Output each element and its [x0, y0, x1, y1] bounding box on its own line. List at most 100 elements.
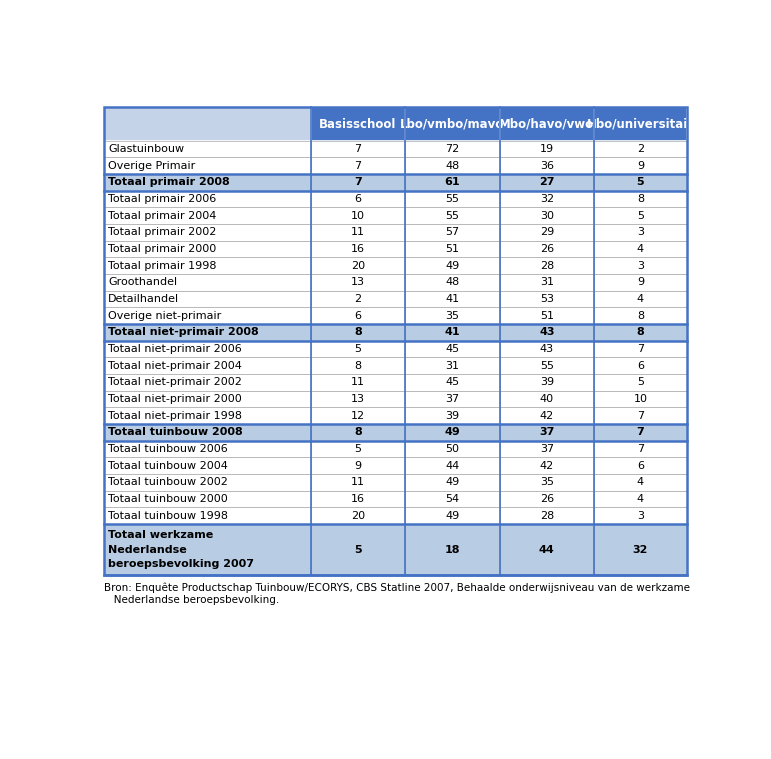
Text: 41: 41: [444, 327, 460, 337]
Bar: [500, 490, 594, 507]
Bar: [405, 291, 500, 307]
Bar: [594, 257, 687, 274]
Text: Overige niet-primair: Overige niet-primair: [108, 310, 221, 320]
Text: 7: 7: [354, 161, 362, 171]
Text: 11: 11: [351, 377, 365, 387]
Bar: [594, 324, 687, 341]
Bar: [311, 374, 405, 391]
Text: 31: 31: [446, 361, 460, 370]
Bar: [405, 191, 500, 207]
Bar: [500, 424, 594, 440]
Text: 41: 41: [445, 294, 460, 304]
Bar: [311, 207, 405, 224]
Text: Totaal primair 2006: Totaal primair 2006: [108, 194, 217, 204]
Bar: [500, 140, 594, 157]
Bar: [405, 424, 500, 440]
Text: Bron: Enquête Productschap Tuinbouw/ECORYS, CBS Statline 2007, Behaalde onderwij: Bron: Enquête Productschap Tuinbouw/ECOR…: [103, 582, 689, 593]
Text: 7: 7: [637, 411, 644, 420]
Text: 5: 5: [637, 211, 644, 221]
Text: 72: 72: [445, 144, 460, 154]
Text: 20: 20: [351, 260, 365, 271]
Text: 13: 13: [351, 277, 365, 288]
Bar: [500, 108, 594, 140]
Bar: [311, 408, 405, 424]
Bar: [500, 524, 594, 575]
Text: 8: 8: [354, 427, 362, 437]
Text: 49: 49: [445, 260, 460, 271]
Text: 49: 49: [445, 511, 460, 521]
Bar: [500, 391, 594, 408]
Bar: [103, 307, 311, 324]
Text: Totaal niet-primair 1998: Totaal niet-primair 1998: [108, 411, 242, 420]
Bar: [500, 507, 594, 524]
Text: 2: 2: [354, 294, 362, 304]
Text: 10: 10: [351, 211, 365, 221]
Bar: [500, 474, 594, 490]
Bar: [311, 224, 405, 241]
Bar: [500, 457, 594, 474]
Text: 7: 7: [637, 427, 645, 437]
Bar: [311, 341, 405, 357]
Text: 55: 55: [446, 211, 460, 221]
Text: 3: 3: [637, 511, 644, 521]
Text: 19: 19: [540, 144, 554, 154]
Text: 44: 44: [445, 461, 460, 471]
Bar: [405, 391, 500, 408]
Bar: [405, 341, 500, 357]
Bar: [500, 324, 594, 341]
Bar: [103, 457, 311, 474]
Bar: [103, 241, 311, 257]
Bar: [103, 108, 687, 575]
Text: 48: 48: [445, 277, 460, 288]
Bar: [500, 191, 594, 207]
Text: 53: 53: [540, 294, 554, 304]
Bar: [103, 174, 311, 191]
Bar: [103, 474, 311, 490]
Bar: [594, 307, 687, 324]
Bar: [405, 157, 500, 174]
Text: 61: 61: [444, 178, 460, 187]
Bar: [311, 357, 405, 374]
Text: 30: 30: [540, 211, 554, 221]
Bar: [103, 357, 311, 374]
Bar: [103, 140, 311, 157]
Bar: [500, 274, 594, 291]
Bar: [594, 241, 687, 257]
Text: 13: 13: [351, 394, 365, 404]
Bar: [311, 474, 405, 490]
Bar: [500, 241, 594, 257]
Text: 7: 7: [637, 344, 644, 354]
Text: 48: 48: [445, 161, 460, 171]
Text: 9: 9: [637, 161, 644, 171]
Bar: [500, 374, 594, 391]
Text: 5: 5: [354, 544, 362, 555]
Text: 32: 32: [633, 544, 648, 555]
Text: 36: 36: [540, 161, 554, 171]
Text: 8: 8: [354, 327, 362, 337]
Text: Totaal tuinbouw 2004: Totaal tuinbouw 2004: [108, 461, 228, 471]
Bar: [594, 174, 687, 191]
Text: 42: 42: [540, 461, 554, 471]
Text: 12: 12: [351, 411, 365, 420]
Text: Totaal werkzame
Nederlandse
beroepsbevolking 2007: Totaal werkzame Nederlandse beroepsbevol…: [108, 530, 254, 569]
Text: 8: 8: [637, 327, 645, 337]
Text: Totaal tuinbouw 1998: Totaal tuinbouw 1998: [108, 511, 228, 521]
Text: 55: 55: [446, 194, 460, 204]
Bar: [594, 408, 687, 424]
Text: 3: 3: [637, 228, 644, 238]
Bar: [594, 140, 687, 157]
Bar: [594, 224, 687, 241]
Bar: [103, 374, 311, 391]
Text: 39: 39: [540, 377, 554, 387]
Bar: [500, 307, 594, 324]
Bar: [103, 408, 311, 424]
Text: 31: 31: [540, 277, 554, 288]
Bar: [311, 241, 405, 257]
Bar: [311, 274, 405, 291]
Bar: [103, 191, 311, 207]
Text: 10: 10: [633, 394, 648, 404]
Text: 49: 49: [444, 427, 460, 437]
Text: 37: 37: [540, 444, 554, 454]
Bar: [594, 207, 687, 224]
Bar: [311, 140, 405, 157]
